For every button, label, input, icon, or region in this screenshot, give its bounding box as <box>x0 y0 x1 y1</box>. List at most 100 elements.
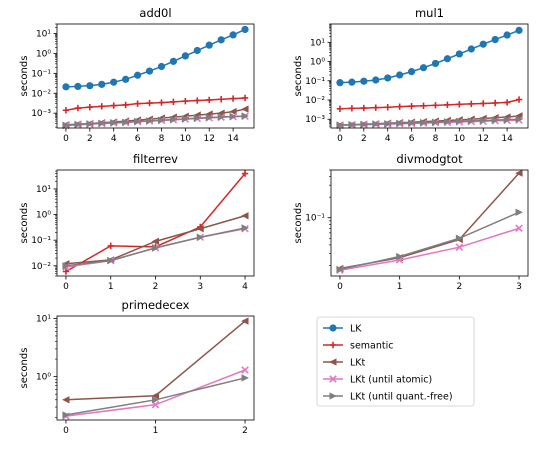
series-line-LKt_qf <box>339 118 520 126</box>
data-point-LKt_qf <box>86 120 94 128</box>
series-line-LKt_qf <box>65 115 246 126</box>
data-point-semantic <box>241 94 249 102</box>
axes-frame <box>330 169 529 277</box>
data-point-semantic <box>229 95 237 102</box>
data-point-semantic <box>194 97 201 104</box>
y-axis-label: seconds <box>293 203 304 244</box>
legend-label: LK <box>350 324 362 335</box>
data-point-LKt_atomic <box>455 243 464 251</box>
data-point-LKt_qf <box>62 262 70 270</box>
data-point-LKt_qf <box>205 113 214 122</box>
y-tick-label: 10⁰ <box>36 211 51 221</box>
data-point-LKt_qf <box>62 411 70 419</box>
series-line-LKt_atomic <box>339 227 520 271</box>
y-tick-label: 10⁻¹ <box>31 69 51 79</box>
legend-label: semantic <box>350 341 393 352</box>
data-point-LKt <box>151 392 159 400</box>
y-tick-label: 10⁻¹ <box>305 77 325 87</box>
data-point-LK <box>98 80 106 88</box>
data-point-LK <box>193 46 201 55</box>
series-line-semantic <box>65 97 246 111</box>
data-point-LK <box>503 31 511 39</box>
data-point-LKt_qf <box>515 115 523 123</box>
data-point-semantic <box>107 242 114 250</box>
data-point-LKt_qf <box>181 115 190 123</box>
data-point-LK <box>122 75 130 83</box>
x-tick-label: 10 <box>454 134 466 144</box>
data-point-LKt_qf <box>74 120 82 129</box>
data-point-LKt_qf <box>396 119 404 128</box>
x-tick-label: 8 <box>433 134 439 144</box>
data-point-LKt_qf <box>348 121 356 129</box>
x-tick-label: 0 <box>63 426 69 436</box>
data-point-semantic <box>241 170 249 177</box>
data-point-semantic <box>110 102 117 109</box>
data-point-LK <box>181 52 189 60</box>
data-point-semantic <box>396 103 403 110</box>
chart-title: mul1 <box>415 6 444 20</box>
axes-frame <box>330 23 529 129</box>
data-point-LK <box>479 40 487 48</box>
chart-panel-add0l: 10⁻³ 10⁻² 10⁻¹ 10⁰ 10¹ 0 2 4 6 8 10 12 14 add0l second… <box>19 6 255 144</box>
x-tick-label: 10 <box>180 134 192 144</box>
data-point-LKt_qf <box>455 234 464 242</box>
y-tick-label: 10¹ <box>36 30 51 40</box>
data-point-semantic <box>170 98 177 106</box>
legend-marker-LKt_atomic <box>329 375 337 383</box>
data-point-semantic <box>432 102 439 109</box>
data-point-LKt_qf <box>491 116 500 124</box>
data-point-LK <box>86 82 94 90</box>
x-tick-label: 14 <box>227 134 239 144</box>
x-tick-label: 3 <box>197 282 203 292</box>
data-point-LK <box>110 78 118 86</box>
data-point-LKt_qf <box>241 224 249 232</box>
y-tick-label: 10⁰ <box>310 58 325 68</box>
x-tick-label: 3 <box>516 282 522 292</box>
series-line-LK <box>65 28 246 88</box>
data-point-semantic <box>372 104 379 111</box>
data-point-semantic <box>336 105 344 112</box>
legend: LK semantic LKt LKt (until atomic) LKt (unti… <box>316 316 475 407</box>
series-line-semantic <box>65 173 246 273</box>
data-point-LKt_qf <box>443 118 452 126</box>
data-point-semantic <box>384 104 391 111</box>
data-point-LKt_qf <box>157 116 166 124</box>
chart-panel-filterrev: 10⁻² 10⁻¹ 10⁰ 10¹ 0 1 2 3 4 filterrev seconds <box>19 152 255 292</box>
data-point-LKt <box>151 237 159 246</box>
x-tick-label: 2 <box>361 134 367 144</box>
data-point-LKt_qf <box>479 116 488 125</box>
data-point-LKt_atomic <box>241 366 249 374</box>
data-point-semantic <box>134 100 141 107</box>
data-point-LK <box>145 67 154 75</box>
data-point-semantic <box>98 103 105 110</box>
legend-marker-LKt_qf <box>329 392 337 400</box>
data-point-LKt_qf <box>503 115 511 124</box>
data-point-semantic <box>456 101 463 108</box>
y-tick-label: 10⁰ <box>36 373 51 383</box>
x-tick-label: 0 <box>63 134 69 144</box>
chart-panel-divmodgtot: 10⁻¹ 0 1 2 3 divmodgtot seconds <box>293 152 529 292</box>
data-point-semantic <box>146 99 153 107</box>
y-tick-label: 10⁻³ <box>31 109 51 119</box>
legend-label: LKt (until atomic) <box>350 375 432 386</box>
data-point-semantic <box>122 101 129 109</box>
x-tick-label: 0 <box>63 282 69 292</box>
y-tick-label: 10⁻³ <box>305 115 325 125</box>
data-point-LK <box>515 26 523 34</box>
series-group <box>336 169 523 275</box>
series-group <box>336 26 523 130</box>
data-point-LKt_qf <box>360 120 368 129</box>
series-line-LK <box>339 29 520 84</box>
data-point-LK <box>407 68 416 76</box>
data-point-LKt_qf <box>229 112 237 121</box>
chart-title: filterrev <box>133 152 178 166</box>
x-tick-label: 4 <box>242 282 248 292</box>
data-point-LK <box>455 50 463 58</box>
data-point-LKt_qf <box>420 118 428 127</box>
legend-marker-semantic <box>329 341 337 349</box>
y-axis-label: seconds <box>19 348 30 389</box>
data-point-LK <box>169 57 178 65</box>
legend-entry-semantic: semantic <box>323 341 393 352</box>
x-tick-label: 4 <box>111 134 117 144</box>
y-tick-label: 10⁻² <box>31 262 51 272</box>
